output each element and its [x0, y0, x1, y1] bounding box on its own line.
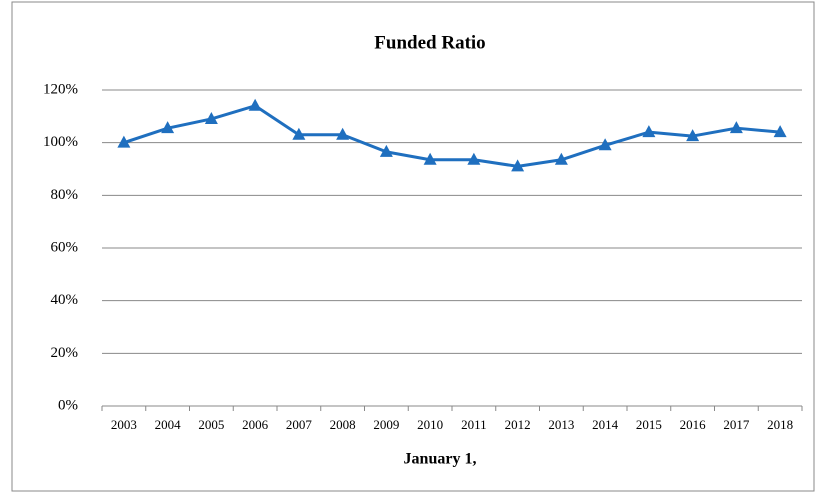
marker [248, 98, 262, 111]
y-tick-label: 80% [51, 187, 79, 203]
marker [642, 125, 656, 138]
x-tick-label: 2007 [286, 417, 313, 432]
x-tick-label: 2004 [155, 417, 182, 432]
line [123, 104, 781, 168]
marker [554, 152, 568, 165]
y-tick-label: 40% [51, 292, 79, 308]
x-tick-label: 2016 [680, 417, 707, 432]
marker [598, 138, 612, 151]
x-tick-label: 2018 [767, 417, 793, 432]
marker [773, 125, 787, 138]
marker [686, 129, 700, 142]
x-tick-label: 2017 [723, 417, 750, 432]
y-tick-label: 20% [51, 345, 79, 361]
marker [467, 152, 481, 165]
x-tick-label: 2011 [461, 417, 487, 432]
marker [117, 135, 131, 148]
x-tick-label: 2012 [505, 417, 531, 432]
marker [729, 121, 743, 134]
y-tick-label: 100% [43, 134, 78, 150]
x-tick-label: 2009 [373, 417, 399, 432]
chart-title: Funded Ratio [374, 32, 485, 53]
marker [204, 111, 218, 124]
x-tick-label: 2010 [417, 417, 443, 432]
x-tick-label: 2015 [636, 417, 662, 432]
x-tick-label: 2013 [548, 417, 574, 432]
x-tick-label: 2006 [242, 417, 269, 432]
y-tick-label: 0% [58, 397, 78, 413]
marker [292, 127, 306, 140]
x-tick-label: 2014 [592, 417, 619, 432]
marker [336, 127, 350, 140]
x-axis-title: January 1, [404, 451, 477, 468]
y-tick-label: 60% [51, 239, 79, 255]
x-tick-label: 2008 [330, 417, 356, 432]
x-tick-label: 2003 [111, 417, 137, 432]
marker [379, 144, 393, 157]
x-tick-label: 2005 [198, 417, 224, 432]
y-tick-label: 120% [43, 81, 78, 97]
marker [161, 121, 175, 134]
marker [511, 159, 525, 172]
marker [423, 152, 437, 165]
